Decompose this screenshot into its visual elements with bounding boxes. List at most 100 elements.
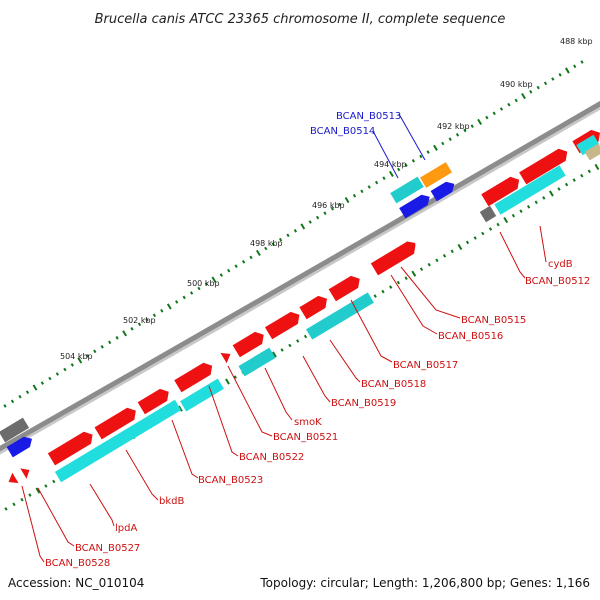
leader-bcan-b0519 [302,355,331,403]
gene-label-bcan-b0514[interactable]: BCAN_B0514 [310,126,375,137]
leader-bcan-b0514 [372,130,399,179]
inner-scale-tick [572,178,576,182]
inner-scale-tick [44,484,48,488]
gene-block-bcan-b0514[interactable] [390,176,424,204]
gene-arrow-bkdb[interactable] [94,405,140,440]
gene-arrow-bcan-b0519[interactable] [264,309,303,340]
gene-arrow-smok[interactable] [232,329,268,358]
outer-scale-tick [18,394,22,399]
gene-block-cyan-edge[interactable] [576,134,600,156]
gene-label-smok[interactable]: smoK [294,417,322,428]
gene-label-bcan-b0518[interactable]: BCAN_B0518 [361,379,426,390]
inner-scale-tick [488,227,493,231]
gene-label-bcan-b0519[interactable]: BCAN_B0519 [331,398,396,409]
outer-scale-tick [182,295,186,300]
outer-scale-tick [100,344,104,349]
gene-arrow-bcan-b0521[interactable] [220,349,233,364]
gene-arrow-bcan-b0528[interactable] [5,472,19,487]
gene-label-bcan-b0513[interactable]: BCAN_B0513 [336,111,401,122]
gene-arrow-small-b0516[interactable] [406,238,418,252]
gene-label-bcan-b0517[interactable]: BCAN_B0517 [393,360,458,371]
outer-scale-tick [264,246,268,251]
outer-scale-tick [63,367,67,372]
gene-block-grey-left[interactable] [0,417,30,443]
outer-scale-tick [122,330,128,337]
leader-bcan-b0513 [398,113,426,161]
outer-scale-tick [40,381,45,385]
gene-label-bcan-b0515[interactable]: BCAN_B0515 [461,315,526,326]
leader-bcan-b0512 [499,231,526,279]
outer-scale-tick [323,211,327,216]
inner-scale-tick [564,182,569,187]
scale-label-496: 496 kbp [312,201,345,210]
outer-scale-tick [293,228,298,233]
outer-scale-tick [573,64,577,69]
gene-arrow-blue-left[interactable] [6,434,35,458]
outer-scale-tick [115,335,119,340]
inner-scale-tick [389,285,393,289]
inner-scale-tick [542,196,546,200]
inner-scale-tick [225,378,230,385]
inner-scale-tick [435,258,439,263]
scale-label-498: 498 kbp [250,239,283,248]
outer-scale-tick [448,137,452,142]
gene-arrow-bcan-b0515[interactable] [370,239,419,276]
outer-scale-tick [25,390,30,395]
outer-scale-tick [388,170,394,177]
inner-scale-tick [548,190,554,197]
inner-scale-tick [233,375,237,379]
gene-block-grey[interactable] [479,205,497,223]
gene-arrow-bcan-b0527[interactable] [20,465,32,479]
gene-arrow-blue-1[interactable] [399,192,433,219]
outer-scale-tick [521,93,526,100]
scale-label-492: 492 kbp [437,122,470,131]
inner-scale-tick [296,339,300,343]
gene-label-bcan-b0522[interactable]: BCAN_B0522 [239,452,304,463]
gene-label-bcan-b0516[interactable]: BCAN_B0516 [438,331,503,342]
inner-scale-tick [373,294,377,298]
outer-scale-tick [551,77,555,81]
gene-label-bcan-b0527[interactable]: BCAN_B0527 [75,543,140,554]
outer-scale-tick [77,357,83,364]
gene-arrow-bcan-b0517[interactable] [328,273,364,302]
outer-scale-tick [499,107,504,111]
outer-scale-tick [241,259,246,264]
gene-block-cyan-bkdb[interactable] [54,399,182,483]
gene-block-tan[interactable] [584,143,600,161]
gene-block-cyan-small[interactable] [238,347,276,377]
outer-scale-tick [55,372,60,376]
scale-label-502: 502 kbp [123,316,156,325]
gene-block-cyan-long[interactable] [494,165,566,215]
inner-scale-tick [496,222,500,227]
outer-scale-tick [197,286,201,291]
gene-features [0,129,600,487]
gene-label-bkdb[interactable]: bkdB [159,496,184,507]
leader-bcan-b0528 [21,485,45,563]
gene-arrow-bcan-b0518[interactable] [299,293,330,320]
outer-scale-tick [344,197,350,204]
gene-arrow-bcan-b0523[interactable] [137,386,173,415]
outer-scale-tick [352,193,357,198]
gene-label-lpda[interactable]: lpdA [115,523,137,534]
gene-label-bcan-b0512[interactable]: BCAN_B0512 [525,276,590,287]
accession-text: Accession: NC_010104 [8,576,144,590]
outer-scale-tick [330,206,335,211]
gene-arrow-lpda[interactable] [47,429,96,466]
gene-label-bcan-b0528[interactable]: BCAN_B0528 [45,558,110,569]
gene-label-bcan-b0523[interactable]: BCAN_B0523 [198,475,263,486]
outer-scale-tick [419,154,423,159]
outer-scale-tick [278,237,283,242]
gene-arrow-bcan-b0512[interactable] [481,174,522,207]
gene-block-bcan-b0513[interactable] [420,162,452,188]
gene-label-cydb[interactable]: cydB [548,259,573,270]
gene-arrow-bcan-b0522[interactable] [174,360,215,393]
gene-arrow-blue-2[interactable] [430,179,458,202]
gene-block-cyan-mid[interactable] [306,292,374,340]
gene-arrow-cydb[interactable] [519,146,571,185]
outer-scale-tick [137,322,142,327]
gene-block-cyan-b0523[interactable] [180,378,224,412]
gene-label-bcan-b0521[interactable]: BCAN_B0521 [273,432,338,443]
outer-scale-tick [271,242,275,246]
inner-scale-tick [473,236,477,240]
